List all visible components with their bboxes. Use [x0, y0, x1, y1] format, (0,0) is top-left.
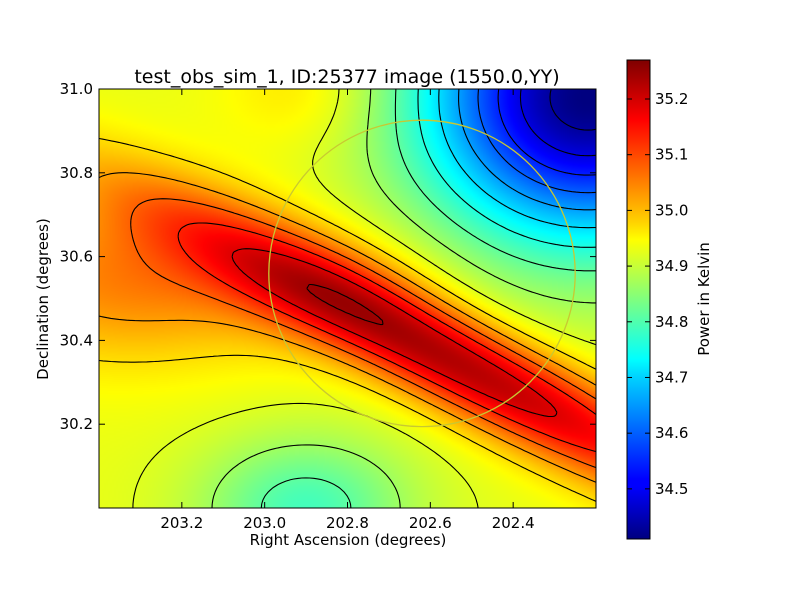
contour-line	[549, 89, 596, 131]
x-tick-label: 202.6	[409, 514, 452, 532]
colorbar-tick-label: 34.7	[655, 368, 688, 386]
contour-line	[231, 248, 558, 418]
contour-line	[130, 198, 596, 469]
colorbar-label: Power in Kelvin	[695, 242, 713, 356]
contour-line	[211, 89, 596, 508]
x-tick-label: 202.4	[492, 514, 535, 532]
colorbar-tick-label: 34.8	[655, 313, 688, 331]
y-tick-label: 30.8	[60, 164, 93, 182]
colorbar-gradient	[626, 59, 651, 540]
plot-area: 203.2 203.0 202.8 202.6 202.4 30.230.430.630…	[60, 80, 597, 532]
contour-line	[417, 89, 596, 248]
chart-title: test_obs_sim_1, ID:25377 image (1550.0,Y…	[134, 66, 559, 88]
beam-circle	[268, 119, 576, 428]
contour-line	[177, 222, 596, 453]
colorbar-tick-label: 34.6	[655, 424, 688, 442]
x-axis-label: Right Ascension (degrees)	[250, 531, 447, 549]
y-tick-label: 30.6	[60, 248, 93, 266]
y-tick-label: 30.4	[60, 331, 93, 349]
y-axis-ticks: 30.2 30.4 30.6 30.8 31.0	[60, 80, 596, 433]
x-tick-label: 203.2	[160, 514, 203, 532]
colorbar-tick-label: 34.9	[655, 257, 688, 275]
colorbar-tick-label: 35.0	[655, 201, 688, 219]
y-tick-label: 30.2	[60, 415, 93, 433]
contour-line	[458, 89, 596, 211]
x-tick-label: 202.8	[326, 514, 369, 532]
colorbar-ticks: 34.5 34.6 34.7 34.8 34.9 35.0 35.1 35.2	[627, 90, 688, 498]
contour-line	[477, 89, 596, 194]
y-axis-label: Declination (degrees)	[34, 218, 52, 380]
contour-line	[519, 89, 596, 157]
contour-line	[306, 283, 384, 326]
colorbar-tick-label: 35.2	[655, 90, 688, 108]
contour-line	[497, 89, 596, 176]
contour-lines	[99, 89, 596, 508]
colorbar: 34.5 34.6 34.7 34.8 34.9 35.0 35.1 35.2 Power i…	[626, 59, 713, 540]
colorbar-tick-label: 35.1	[655, 146, 688, 164]
x-tick-label: 203.0	[243, 514, 286, 532]
contour-line	[260, 89, 596, 508]
heatmap-image	[99, 89, 596, 508]
y-tick-label: 31.0	[60, 80, 93, 98]
contour-line	[99, 137, 596, 502]
colorbar-tick-label: 34.5	[655, 480, 688, 498]
x-axis-ticks: 203.2 203.0 202.8 202.6 202.4	[160, 89, 535, 532]
contour-line	[99, 172, 596, 483]
contour-line	[132, 89, 596, 508]
